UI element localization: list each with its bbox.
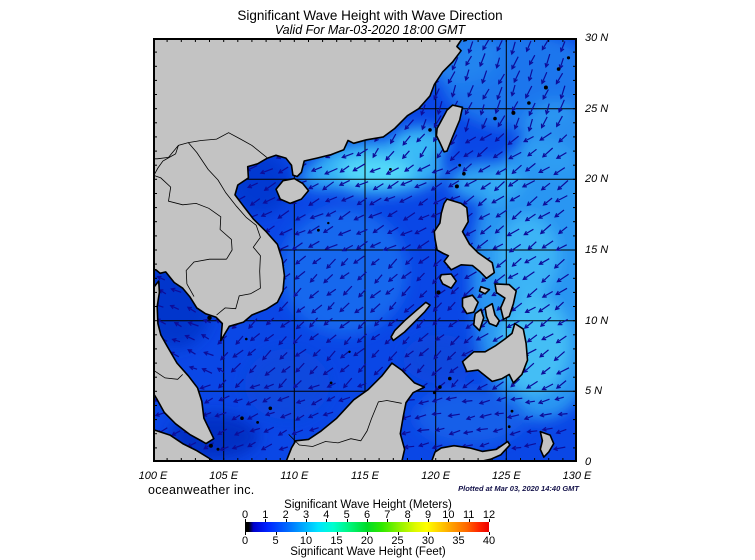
land-taiwan — [435, 104, 464, 153]
meters-tick-label: 0 — [241, 509, 249, 521]
colorbar-tick-mark — [489, 519, 490, 522]
land-sumatra — [153, 428, 216, 462]
colorbar-tick-mark — [245, 519, 246, 522]
meters-tick-label: 8 — [404, 509, 411, 521]
map-plot-area — [153, 38, 577, 462]
colorbar-tick-mark — [458, 532, 460, 535]
border-laos-china — [154, 145, 179, 175]
colorbar-tick-mark — [285, 519, 287, 522]
lat-tick-label: 20 N — [585, 173, 609, 186]
colorbar-tick-mark — [306, 532, 307, 535]
lon-tick-label: 105 E — [209, 470, 239, 482]
colorbar-tick-mark — [387, 519, 389, 522]
country-borders — [153, 132, 402, 447]
lon-tick-label: 100 E — [138, 470, 168, 482]
colorbar-tick-mark — [397, 532, 399, 535]
colorbar-tick-mark — [275, 532, 277, 535]
feet-tick-label: 20 — [360, 535, 374, 547]
feet-tick-label: 40 — [482, 535, 496, 547]
colorbar — [245, 522, 489, 532]
border-vietnam-west — [187, 142, 261, 316]
colorbar-tick-mark — [448, 519, 450, 522]
land-mainland-asia — [153, 38, 464, 342]
land-hainan — [275, 177, 310, 205]
branding-text: oceanweather inc. — [148, 483, 255, 497]
land-borneo — [285, 362, 426, 462]
colorbar-tick-mark — [468, 519, 470, 522]
land-samar-leyte — [494, 283, 517, 321]
meters-tick-label: 6 — [363, 509, 371, 521]
page-title: Significant Wave Height with Wave Direct… — [237, 8, 503, 23]
lat-tick-label: 5 N — [585, 385, 603, 398]
feet-tick-label: 35 — [452, 535, 465, 547]
lat-tick-label: 15 N — [585, 244, 609, 256]
feet-tick-label: 10 — [299, 535, 313, 547]
feet-tick-label: 0 — [241, 535, 249, 547]
colorbar-tick-mark — [489, 532, 490, 535]
land-luzon — [433, 198, 496, 280]
land-masbate — [478, 285, 491, 295]
colorbar-tick-mark — [326, 519, 328, 522]
land-negros — [473, 308, 485, 332]
meters-tick-label: 4 — [323, 509, 330, 521]
colorbar-tick-mark — [346, 519, 348, 522]
border-thailand-cambodia — [185, 258, 227, 297]
map-canvas — [153, 38, 577, 462]
border-china-vietnam — [153, 132, 268, 160]
lon-tick-label: 130 E — [562, 470, 592, 482]
land-sulawesi — [430, 440, 511, 462]
legend-meters-title: Significant Wave Height (Meters) — [284, 499, 452, 511]
meters-tick-label: 9 — [424, 509, 432, 521]
meters-tick-label: 11 — [462, 509, 475, 521]
plot-timestamp: Plotted at Mar 03, 2020 14:40 GMT — [458, 484, 579, 493]
feet-tick-label: 15 — [330, 535, 343, 547]
colorbar-tick-mark — [428, 532, 429, 535]
lon-tick-label: 120 E — [421, 470, 451, 482]
meters-tick-label: 1 — [262, 509, 269, 521]
wave-height-field — [153, 38, 577, 460]
feet-tick-label: 25 — [391, 535, 404, 547]
meters-tick-label: 12 — [482, 509, 496, 521]
meters-tick-label: 10 — [442, 509, 455, 521]
colorbar-tick-mark — [428, 519, 429, 522]
meters-tick-label: 7 — [384, 509, 391, 521]
feet-tick-label: 30 — [421, 535, 435, 547]
land-mindanao — [461, 322, 529, 384]
land-panay — [461, 294, 479, 315]
land-mindoro — [439, 273, 457, 289]
meters-tick-label: 5 — [343, 509, 350, 521]
lat-tick-label: 25 N — [585, 102, 609, 115]
valid-time-subtitle: Valid For Mar-03-2020 18:00 GMT — [274, 23, 466, 37]
colorbar-tick-mark — [336, 532, 338, 535]
lon-tick-label: 125 E — [491, 470, 521, 482]
colorbar-tick-mark — [245, 532, 246, 535]
feet-tick-label: 5 — [272, 535, 279, 547]
land-layer — [153, 38, 555, 462]
land-cebu-bohol — [484, 302, 501, 328]
meters-tick-label: 3 — [302, 509, 310, 521]
colorbar-tick-mark — [367, 532, 368, 535]
land-halmahera — [539, 430, 555, 458]
border-laos-thailand — [153, 174, 233, 260]
border-thailand-malaysia — [154, 370, 183, 380]
colorbar-tick-mark — [265, 519, 267, 522]
legend-feet-title: Significant Wave Height (Feet) — [290, 546, 446, 558]
lat-tick-label: 30 N — [585, 32, 609, 44]
map-frame — [153, 38, 577, 462]
colorbar-tick-mark — [407, 519, 409, 522]
lat-tick-label: 10 N — [585, 314, 609, 327]
colorbar-tick-mark — [306, 519, 307, 522]
lon-tick-label: 115 E — [351, 470, 379, 482]
border-malaysia-indonesia — [288, 400, 402, 447]
meters-tick-label: 2 — [282, 509, 289, 521]
lat-tick-label: 0 — [585, 456, 592, 468]
land-palawan — [390, 301, 431, 342]
lon-tick-label: 110 E — [280, 470, 309, 482]
land-malay-peninsula — [153, 280, 215, 445]
colorbar-tick-mark — [367, 519, 368, 522]
